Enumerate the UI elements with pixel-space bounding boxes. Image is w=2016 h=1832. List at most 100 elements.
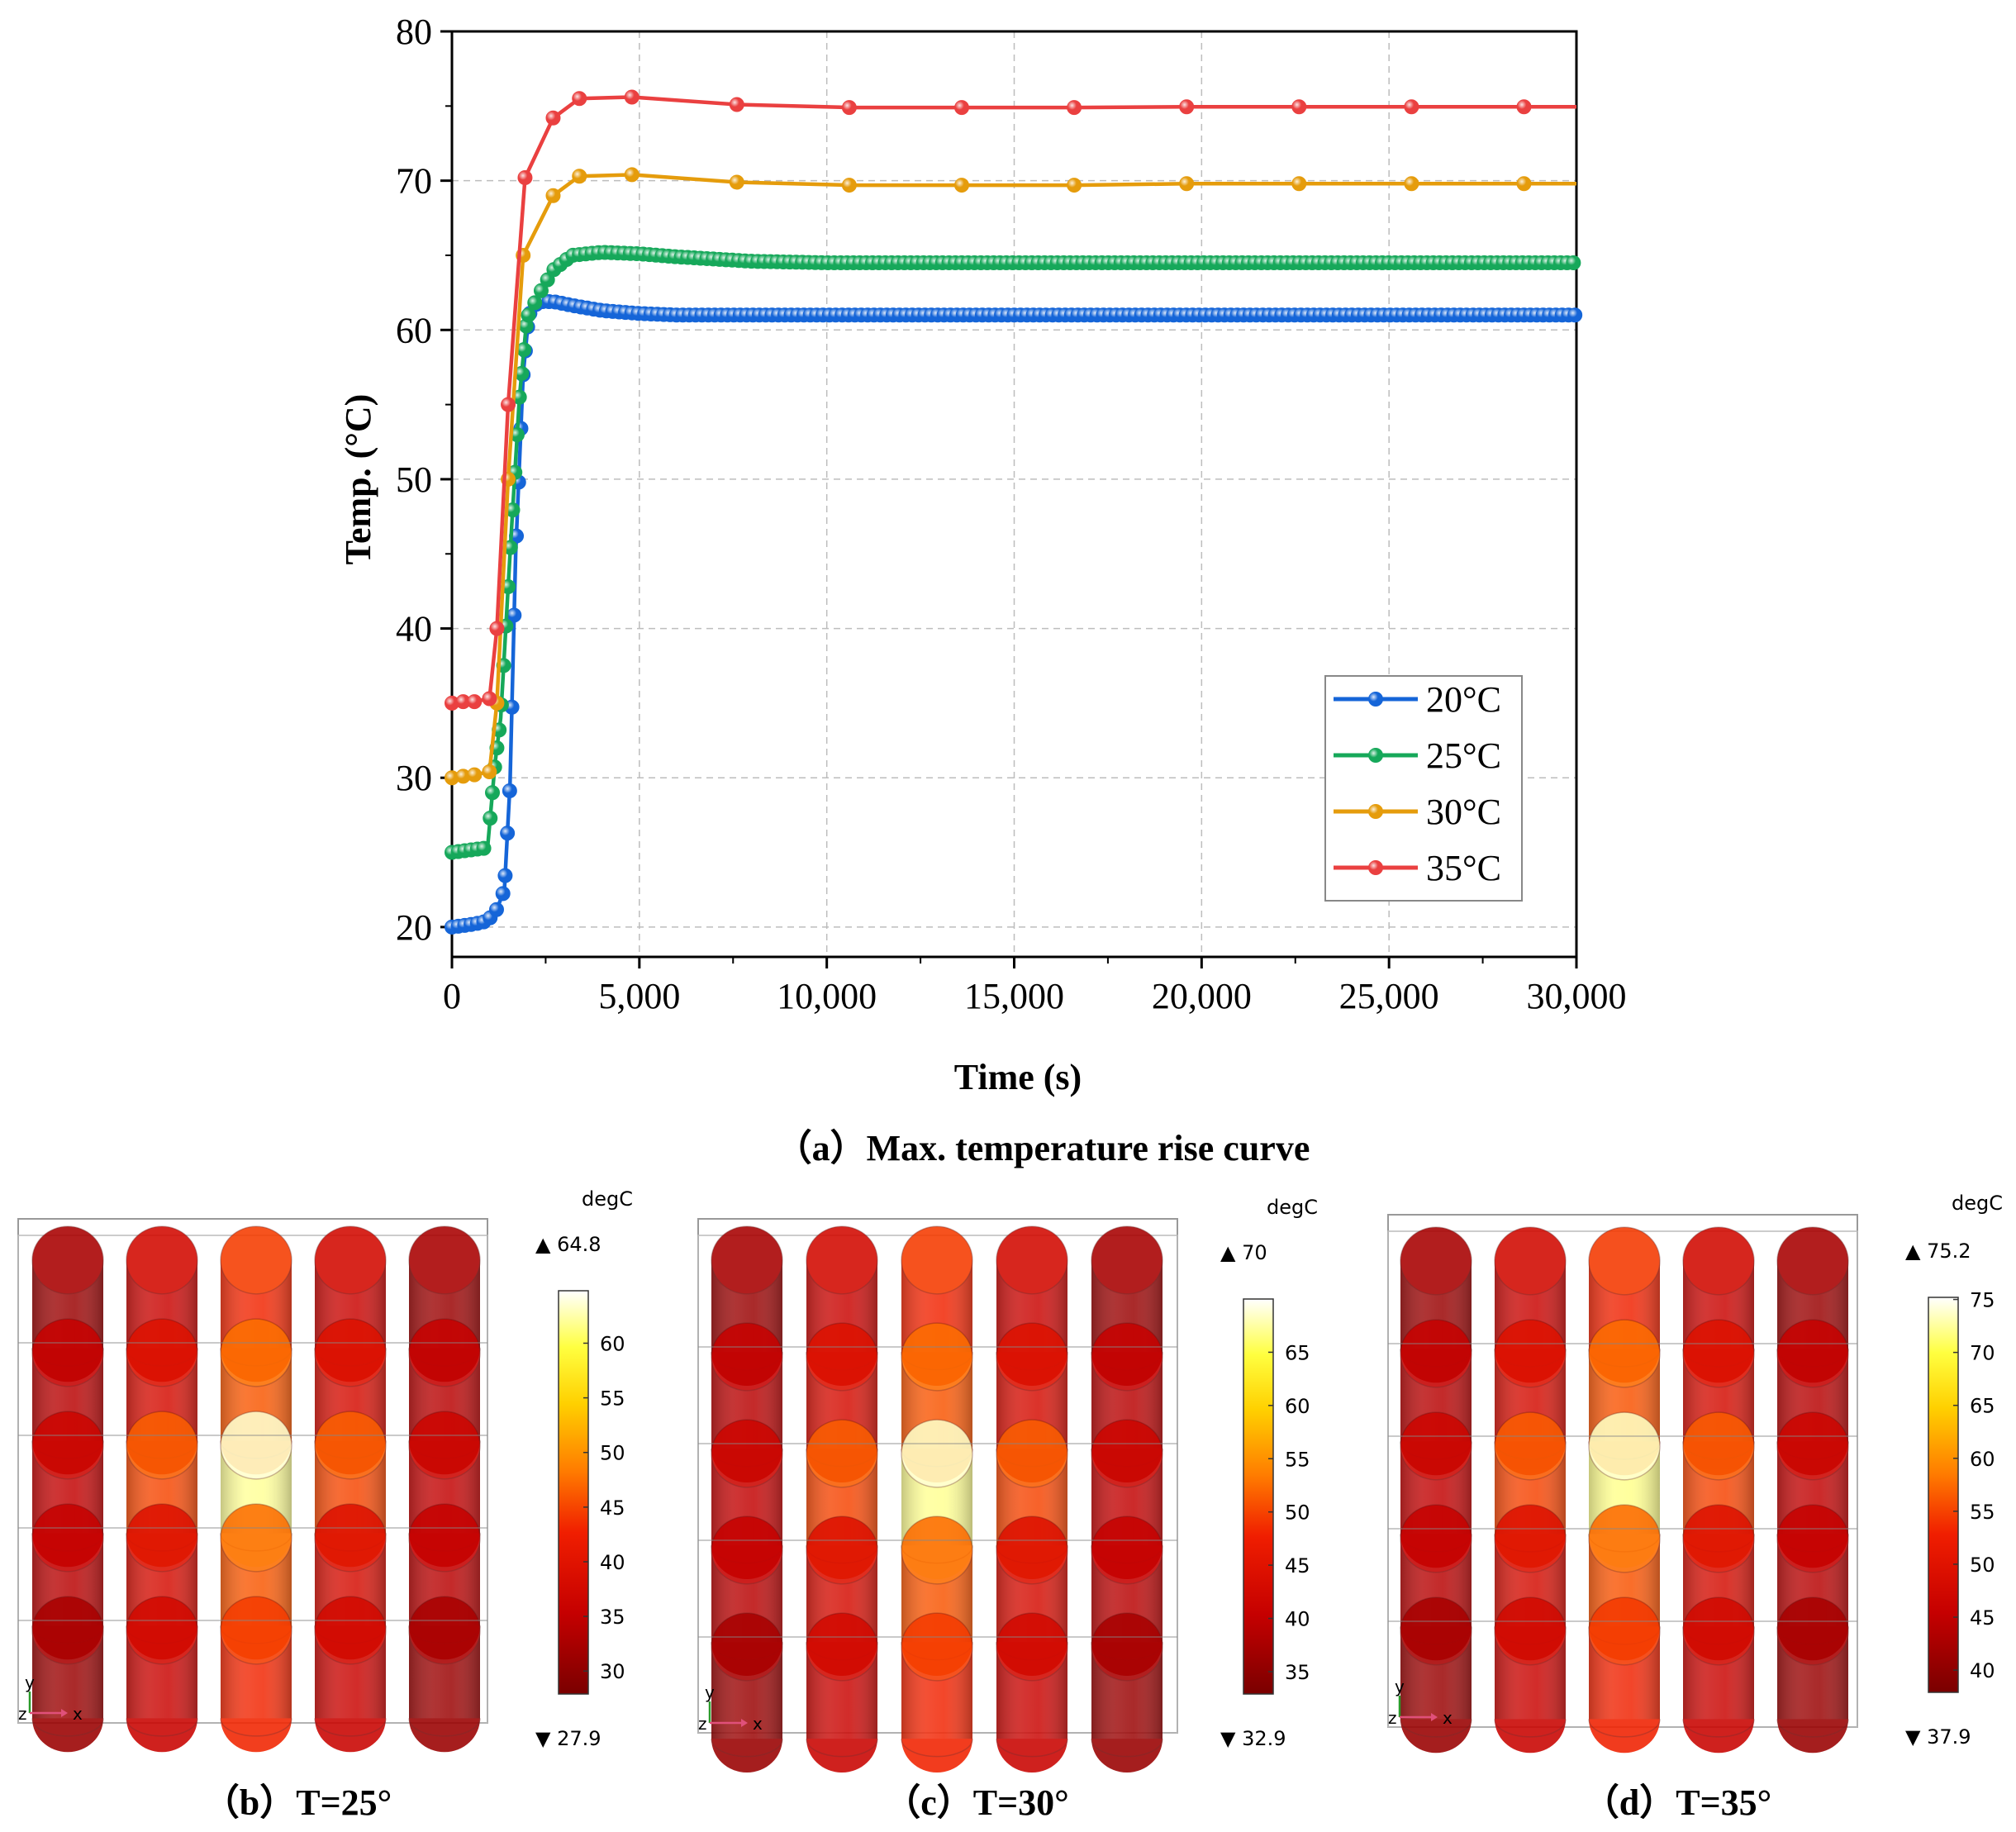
legend-box [1324,675,1523,902]
data-point-shine [482,764,497,779]
battery-cell [1682,1596,1755,1753]
max-value-label: ▲ 64.8 [535,1233,601,1256]
color-bar-tick-label: 75 [1970,1289,1995,1312]
data-point-shine [545,111,560,126]
axis-z-label: z [698,1714,707,1734]
data-point-shine [1516,176,1531,191]
x-tick-label: 5,000 [598,976,680,1016]
color-bar [1928,1297,1959,1693]
y-tick-label: 70 [396,161,432,202]
data-point-shine [445,696,459,711]
cell-top [1776,1319,1849,1388]
cell-top [996,1322,1068,1392]
max-value-label: ▲ 70 [1220,1241,1267,1264]
battery-cell [806,1612,878,1773]
data-point-shine [842,100,857,115]
series-35°C [445,89,1576,711]
cell-top [1400,1226,1472,1296]
cell-top [314,1596,387,1665]
cell-top [1588,1226,1661,1296]
cell-edge [1682,1719,1755,1738]
cell-top [126,1411,198,1480]
y-tick-label: 30 [396,758,432,798]
cell-edge [1776,1719,1849,1738]
legend: 20°C 25°C 30°C 35°C [1324,675,1523,902]
cell-edge [1494,1719,1567,1738]
axis-z-label: z [18,1704,27,1724]
cell-top [314,1318,387,1387]
data-point-shine [485,785,500,800]
data-point-shine [730,174,744,189]
heatmap-panel-b: yz x degC ▲ 64.8 ▼ 27.9 30 35 40 45 50 55 60 [17,1187,633,1753]
cell-top [1091,1322,1163,1392]
data-point-shine [1566,255,1581,270]
cell-top [996,1612,1068,1682]
cell-top [220,1411,292,1480]
cell-top [220,1318,292,1387]
cell-top [711,1516,783,1585]
data-point-shine [502,783,517,798]
cell-edge [1400,1719,1472,1738]
cell-edge [1091,1739,1163,1758]
color-bar-tick-label: 60 [600,1332,625,1355]
data-point-shine [1179,176,1194,191]
data-point-shine [534,283,549,298]
cell-top [806,1225,878,1295]
data-point-shine [489,621,504,636]
battery-cell [1091,1612,1163,1773]
color-bar-tick-label: 50 [1285,1501,1310,1525]
cell-top [1682,1596,1755,1666]
battery-cell [1400,1596,1472,1753]
data-point-shine [1179,99,1194,114]
cell-edge [126,1718,198,1737]
cell-top [996,1419,1068,1488]
legend-label: 30°C [1426,792,1501,832]
data-point-shine [521,307,536,322]
color-bar-tick-label: 45 [1970,1606,1995,1630]
axis-ticks: 0 5,000 10,000 15,000 20,000 25,000 30,000 20 30… [396,12,1627,1016]
y-axis-label: Temp. (°C) [338,394,378,565]
data-point-shine [477,841,492,856]
data-point-shine [467,694,482,709]
data-point-shine [625,89,640,104]
color-bar-tick-label: 40 [1970,1659,1995,1682]
data-point-shine [456,768,471,783]
battery-cell [314,1596,387,1753]
data-point-shine [625,167,640,182]
cell-top [1494,1596,1567,1666]
cell-top [31,1225,104,1295]
y-tick-label: 60 [396,310,432,350]
legend-label: 25°C [1426,735,1501,776]
color-bar-tick-label: 55 [600,1387,625,1411]
cell-top [31,1318,104,1387]
data-point-shine [1516,99,1531,114]
color-bar-tick-label: 30 [600,1660,625,1683]
battery-cell [31,1596,104,1753]
color-bar-tick-label: 50 [600,1442,625,1465]
data-point-shine [503,540,518,555]
x-tick-label: 30,000 [1527,976,1627,1016]
data-point-shine [505,502,520,517]
caption-b: （b）T=25° [203,1782,392,1823]
cell-top [996,1225,1068,1295]
axis-y-label: y [1395,1677,1405,1696]
axis-x-label: x [73,1704,83,1724]
cell-top [1494,1504,1567,1573]
data-point-shine [527,295,542,310]
legend-label: 20°C [1426,679,1501,720]
cell-top [408,1596,481,1665]
cell-top [1400,1319,1472,1388]
cell-top [1682,1319,1755,1388]
cell-top [408,1225,481,1295]
color-bar-tick-label: 40 [600,1551,625,1574]
cell-top [126,1596,198,1665]
cell-top [1494,1319,1567,1388]
color-bar [1243,1298,1274,1695]
cell-top [1682,1226,1755,1296]
data-point-shine [545,188,560,203]
battery-cell [1494,1596,1567,1753]
cell-top [1588,1319,1661,1388]
cell-top [1776,1226,1849,1296]
battery-cell [408,1596,481,1753]
cell-edge [711,1739,783,1758]
